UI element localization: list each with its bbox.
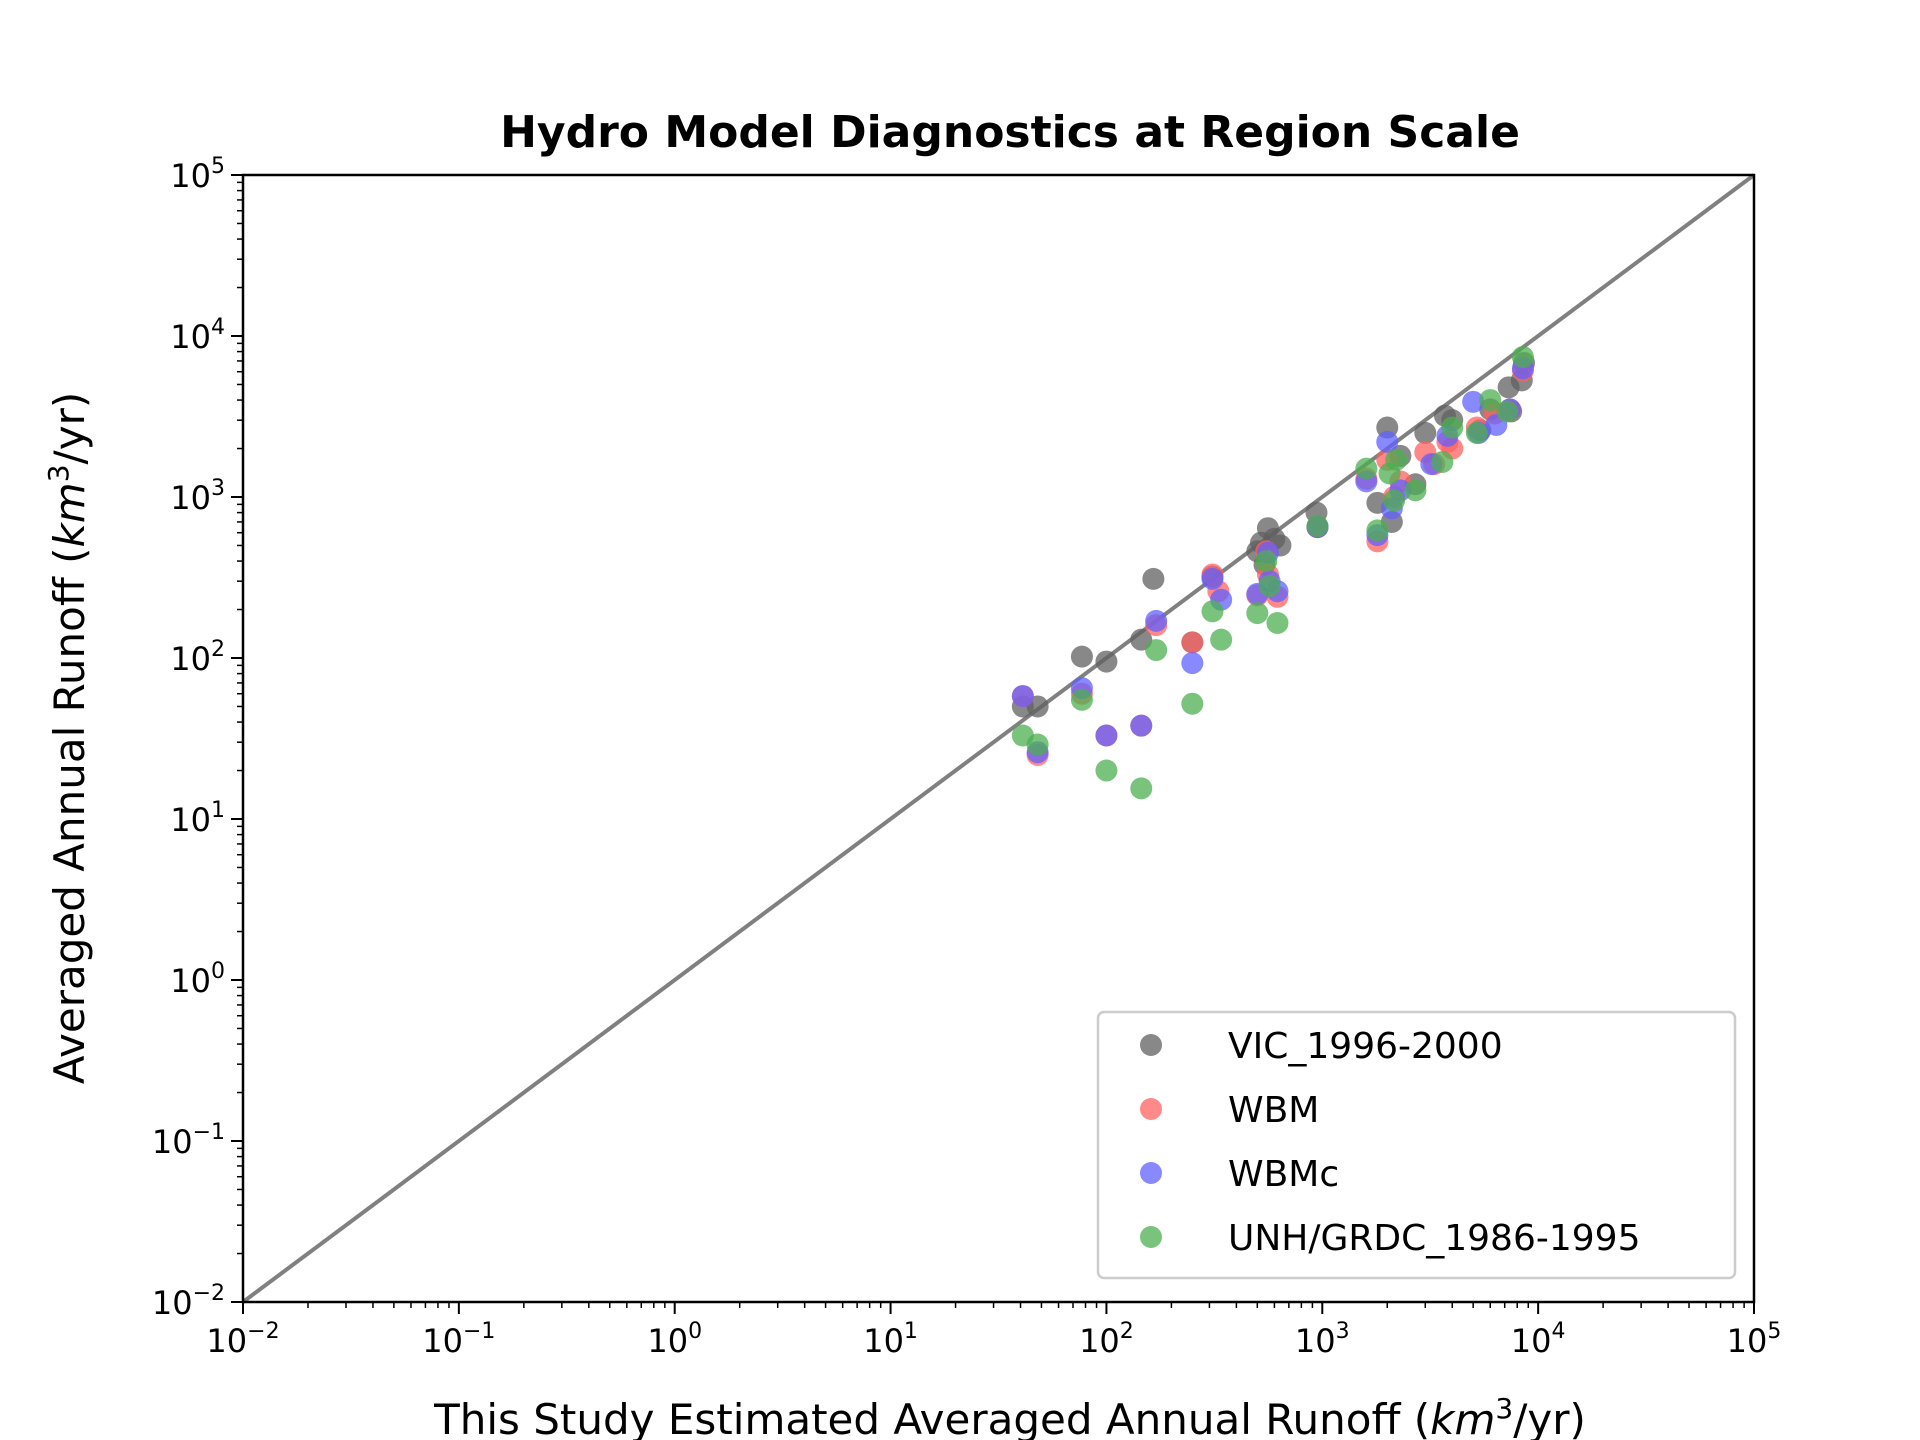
legend-marker [1140,1098,1162,1120]
scatter-point-series-3 [1070,688,1093,711]
x-tick-label: 100 [647,1319,702,1360]
legend-marker [1140,1162,1162,1184]
scatter-point-series-2 [1011,685,1034,708]
scatter-point-series-3 [1511,346,1534,369]
y-tick-label: 10−1 [152,1120,225,1161]
scatter-point-series-3 [1095,759,1118,782]
y-axis-label: Averaged Annual Runoff (km3/yr) [42,392,94,1084]
scatter-point-series-0 [1070,645,1093,668]
scatter-point-series-2 [1462,390,1485,413]
scatter-point-series-3 [1465,421,1488,444]
reference-line-1to1 [241,173,1756,1304]
scatter-point-series-1 [1181,631,1204,654]
scatter-point-series-3 [1026,733,1049,756]
scatter-point-series-0 [1142,567,1165,590]
scatter-point-series-3 [1441,416,1464,439]
chart-title: Hydro Model Diagnostics at Region Scale [500,107,1520,158]
scatter-point-series-0 [1414,421,1437,444]
x-tick-label: 102 [1079,1319,1134,1360]
y-tick-label: 103 [170,476,225,517]
y-tick-label: 102 [170,637,225,678]
scatter-point-series-3 [1255,550,1278,573]
scatter-point-series-3 [1431,450,1454,473]
scatter-point-series-2 [1376,430,1399,453]
scatter-point-series-3 [1258,575,1281,598]
legend: VIC_1996-2000 WBM WBMc UNH/GRDC_1986-1995 [1096,1010,1737,1280]
y-axis-tick-labels: 10−2 10−1 100 101 102 103 104 105 [152,154,225,1322]
x-tick-label: 101 [863,1319,918,1360]
scatter-point-series-3 [1266,611,1289,634]
y-tick-label: 105 [170,154,225,195]
x-axis-label: This Study Estimated Averaged Annual Run… [433,1392,1586,1440]
scatter-point-series-2 [1201,567,1224,590]
legend-label: WBM [1228,1090,1319,1131]
x-tick-label: 10−1 [422,1319,495,1360]
scatter-point-series-3 [1246,602,1269,625]
scatter-point-series-2 [1130,714,1153,737]
plot-frame [241,173,1756,1304]
legend-label: UNH/GRDC_1986-1995 [1228,1218,1640,1259]
scatter-point-series-3 [1496,400,1519,423]
y-tick-label: 101 [170,798,225,839]
scatter-point-series-3 [1145,639,1168,662]
plot-area [231,173,1756,1314]
x-axis-tick-labels: 10−2 10−1 100 101 102 103 104 105 [206,1319,1781,1360]
legend-marker [1140,1226,1162,1248]
scatter-point-series-2 [1095,724,1118,747]
scatter-point-series-3 [1479,389,1502,412]
x-tick-label: 105 [1727,1319,1782,1360]
scatter-point-series-3 [1130,777,1153,800]
x-tick-label: 104 [1511,1319,1566,1360]
y-tick-label: 10−2 [152,1281,225,1322]
x-tick-label: 10−2 [206,1319,279,1360]
scatter-point-series-2 [1145,609,1168,632]
scatter-point-series-3 [1404,479,1427,502]
scatter-point-series-2 [1181,652,1204,675]
legend-box [1096,1010,1737,1280]
scatter-point-series-3 [1385,448,1408,471]
legend-label: WBMc [1228,1154,1339,1195]
scatter-point-series-3 [1355,457,1378,480]
data-points [1011,346,1536,800]
scatter-point-series-3 [1181,692,1204,715]
scatter-point-series-3 [1383,489,1406,512]
legend-label: VIC_1996-2000 [1228,1026,1503,1067]
scatter-point-series-3 [1201,600,1224,623]
scatter-point-series-0 [1095,650,1118,673]
axis-ticks [231,174,1755,1314]
y-tick-label: 100 [170,959,225,1000]
scatter-point-series-3 [1306,515,1329,538]
scatter-point-series-3 [1210,628,1233,651]
scatter-point-series-3 [1366,519,1389,542]
y-tick-label: 104 [170,315,225,356]
x-tick-label: 103 [1295,1319,1350,1360]
legend-marker [1140,1034,1162,1056]
